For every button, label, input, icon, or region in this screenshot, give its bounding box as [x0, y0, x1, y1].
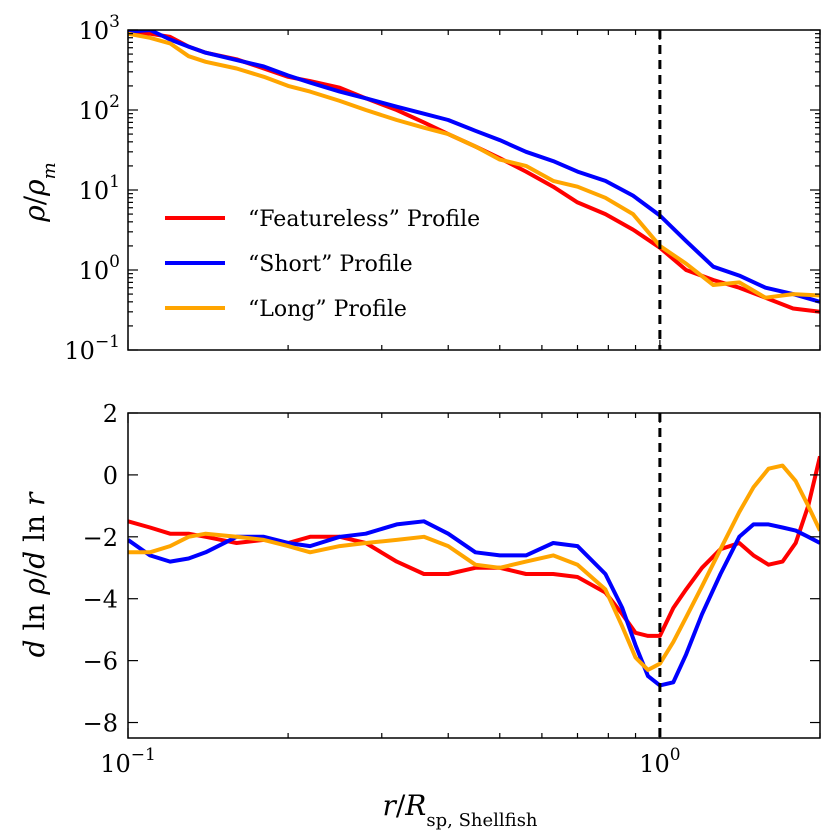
density-y-tick-label: 101 [79, 172, 120, 205]
slope-y-tick-labels: −8 −6 −4 −2 0 2 [83, 400, 118, 738]
density-y-tick-label: 100 [79, 252, 120, 285]
density-y-axis-label: ρ/ρm [18, 162, 60, 222]
slope-ticks [127, 412, 821, 738]
x-tick-label: 10−1 [100, 745, 156, 778]
density-y-tick-label: 102 [79, 92, 120, 125]
x-axis-label: r/Rsp, Shellfish [382, 789, 537, 831]
slope-y-tick-label: 0 [103, 462, 118, 490]
density-series-group [128, 30, 820, 314]
slope-y-tick-label: 2 [103, 400, 118, 428]
slope-frame [127, 412, 821, 739]
slope-y-tick-label: −8 [83, 710, 118, 738]
x-tick-labels: 10−1 100 [100, 745, 680, 778]
slope-series-group [128, 455, 820, 688]
legend: “Featureless” Profile “Short” Profile “Lon… [165, 207, 480, 322]
legend-label-1: “Short” Profile [248, 252, 413, 277]
x-tick-label: 100 [639, 745, 680, 778]
slope-series-line-0 [128, 455, 820, 638]
legend-label-2: “Long” Profile [248, 297, 407, 322]
slope-y-tick-label: −4 [83, 586, 118, 614]
rho-symbol: ρ [18, 205, 51, 223]
density-frame [127, 29, 821, 351]
density-y-tick-label: 103 [79, 12, 120, 45]
slope-y-tick-label: −6 [83, 648, 118, 676]
slope-series-line-2 [128, 463, 820, 672]
density-ticks [127, 29, 821, 351]
slope-panel: −8 −6 −4 −2 0 2 10−1 100 d ln ρ/d ln r r/Rsp, … [18, 400, 821, 831]
slope-series-line-1 [128, 519, 820, 688]
density-series-line-1 [128, 30, 820, 304]
density-y-tick-labels: 10−1 100 101 102 103 [64, 12, 120, 365]
density-panel: 10−1 100 101 102 103 “Featureless” Profile “S… [18, 12, 821, 365]
density-y-tick-label: 10−1 [64, 332, 120, 365]
density-series-line-2 [128, 31, 820, 300]
slope-y-axis-label: d ln ρ/d ln r [18, 491, 51, 657]
slope-y-tick-label: −2 [83, 524, 118, 552]
legend-label-0: “Featureless” Profile [248, 207, 480, 232]
